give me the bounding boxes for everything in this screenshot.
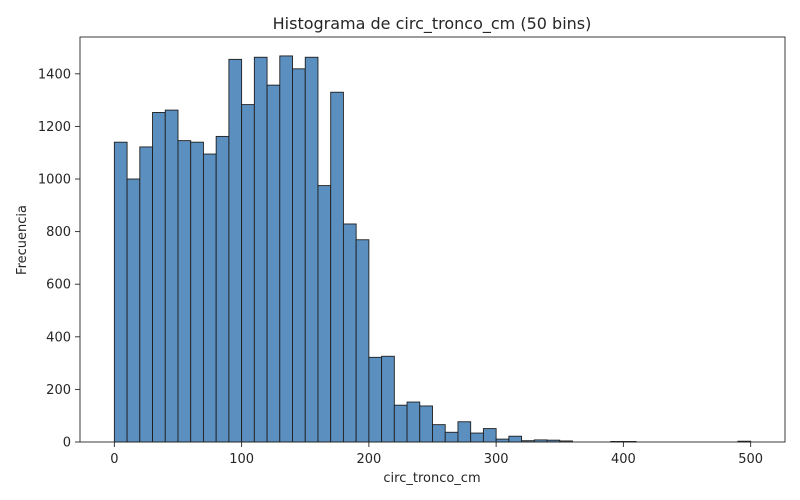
histogram-bar [304, 56, 319, 443]
x-tick-label: 400 [611, 452, 636, 467]
x-axis-ticks: 0 100 200 300 400 500 [110, 442, 763, 467]
x-tick-label: 100 [229, 452, 254, 467]
histogram-bar [139, 146, 153, 443]
histogram-bar [393, 404, 408, 443]
y-tick-label: 800 [46, 225, 71, 240]
histogram-bar [342, 223, 357, 443]
histogram-bar [355, 239, 370, 443]
y-axis-title: Frecuencia [15, 205, 30, 275]
y-tick-label: 400 [46, 330, 71, 345]
y-tick-label: 1200 [38, 120, 71, 135]
histogram-bar [457, 421, 472, 443]
histogram-bar [164, 109, 179, 443]
histogram-bar [190, 141, 204, 443]
histogram-bar [432, 424, 446, 443]
histogram-bar [215, 135, 230, 443]
histogram-bar [406, 401, 421, 443]
histogram-bar [381, 355, 395, 443]
histogram-bar [279, 55, 293, 443]
histogram-bar [177, 140, 192, 443]
x-tick-label: 200 [356, 452, 381, 467]
chart-title: Histograma de circ_tronco_cm (50 bins) [273, 14, 592, 34]
y-tick-label: 1000 [38, 173, 71, 188]
histogram-bar [482, 428, 497, 443]
y-tick-label: 600 [46, 278, 71, 293]
histogram-bar [266, 84, 281, 443]
y-tick-label: 0 [63, 436, 71, 451]
y-axis-ticks: 0 200 400 600 800 1000 1200 1400 [38, 67, 80, 451]
histogram-bar [470, 432, 484, 443]
x-axis-title: circ_tronco_cm [383, 471, 480, 486]
histogram-bar [444, 431, 459, 443]
histogram-bar [253, 56, 268, 443]
histogram-bar [508, 435, 523, 443]
histogram-bar [368, 356, 383, 443]
x-tick-label: 300 [484, 452, 509, 467]
histogram-bar [317, 185, 332, 443]
bars-group [113, 55, 752, 443]
histogram-bar [241, 104, 255, 443]
histogram-bar [113, 141, 128, 443]
y-tick-label: 1400 [38, 67, 71, 82]
x-tick-label: 0 [110, 452, 118, 467]
histogram-bar [228, 58, 243, 443]
plot-frame [79, 36, 786, 443]
histogram-bar [292, 68, 306, 443]
histogram-bar [126, 178, 141, 443]
histogram-bar [330, 91, 344, 443]
y-tick-label: 200 [46, 383, 71, 398]
x-tick-label: 500 [738, 452, 763, 467]
histogram-bar [202, 153, 217, 443]
histogram-bar [152, 112, 166, 443]
histogram-bar [419, 405, 433, 443]
